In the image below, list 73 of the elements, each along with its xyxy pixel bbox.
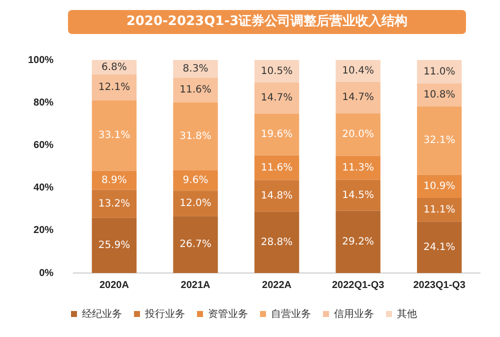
bar [173, 170, 218, 191]
data-label: 13.2% [98, 198, 130, 210]
data-label: 11.3% [342, 162, 374, 174]
bar [173, 190, 218, 216]
legend-label: 投行业务 [144, 308, 185, 320]
bar [173, 216, 218, 273]
y-tick-label: 20% [34, 225, 54, 236]
data-label: 10.5% [260, 66, 293, 77]
bar [92, 218, 137, 273]
data-label: 14.7% [260, 92, 293, 104]
data-label: 12.0% [180, 198, 212, 209]
bar [336, 113, 380, 156]
x-tick-label: 2023Q1-Q3 [413, 280, 466, 291]
data-label: 31.8% [180, 130, 212, 142]
x-tick-label: 2022A [262, 280, 292, 291]
bar [92, 74, 137, 100]
data-label: 11.0% [423, 66, 456, 78]
legend-label: 其他 [397, 308, 417, 320]
bar [92, 190, 137, 218]
data-label: 10.4% [342, 65, 374, 76]
bar [254, 180, 300, 212]
bar [417, 60, 462, 84]
data-label: 26.7% [180, 239, 212, 250]
bar [173, 78, 218, 102]
bar [417, 106, 462, 175]
bar [336, 60, 380, 82]
y-tick-label: 80% [34, 97, 54, 108]
bar [336, 180, 380, 211]
data-label: 32.1% [423, 135, 456, 146]
data-label: 11.1% [423, 204, 456, 216]
bar [92, 100, 137, 171]
y-tick-label: 0% [39, 268, 54, 279]
legend-label: 经纪业务 [82, 308, 122, 320]
data-label: 6.8% [102, 62, 127, 73]
y-tick-label: 60% [34, 140, 54, 151]
bar [254, 155, 300, 180]
legend-label: 资管业务 [208, 308, 248, 320]
data-label: 11.6% [180, 84, 212, 96]
data-label: 14.7% [342, 92, 374, 104]
bar [254, 82, 300, 114]
legend-label: 自营业务 [271, 308, 311, 320]
bar [336, 156, 380, 180]
x-tick-label: 2020A [99, 280, 129, 291]
data-label: 10.9% [423, 181, 456, 192]
data-label: 29.2% [342, 236, 374, 248]
data-label: 19.6% [260, 129, 293, 140]
data-label: 14.8% [260, 190, 293, 202]
data-label: 24.1% [423, 242, 456, 253]
data-label: 11.6% [260, 162, 293, 174]
data-label: 10.8% [423, 90, 456, 101]
bar [254, 212, 300, 273]
data-label: 14.5% [342, 190, 374, 201]
data-label: 25.9% [98, 240, 130, 252]
data-label: 28.8% [260, 236, 293, 248]
data-label: 9.6% [182, 174, 208, 186]
bar [254, 60, 300, 82]
chart-title: 2020-2023Q1-3证券公司调整后营业收入结构 [68, 10, 466, 34]
x-tick-label: 2022Q1-Q3 [332, 280, 385, 291]
data-label: 8.9% [102, 174, 127, 186]
data-label: 12.1% [98, 82, 130, 93]
bar [336, 82, 380, 114]
legend-label: 信用业务 [334, 308, 374, 320]
bar [254, 114, 300, 156]
data-label: 20.0% [342, 129, 374, 140]
y-tick-label: 40% [34, 182, 54, 194]
bar [336, 210, 380, 273]
x-tick-label: 2021A [180, 280, 210, 291]
bar [417, 198, 462, 222]
y-tick-label: 100% [28, 54, 54, 66]
data-label: 8.3% [182, 63, 208, 74]
bar [417, 222, 462, 273]
data-label: 33.1% [98, 130, 130, 142]
bar [173, 102, 218, 170]
